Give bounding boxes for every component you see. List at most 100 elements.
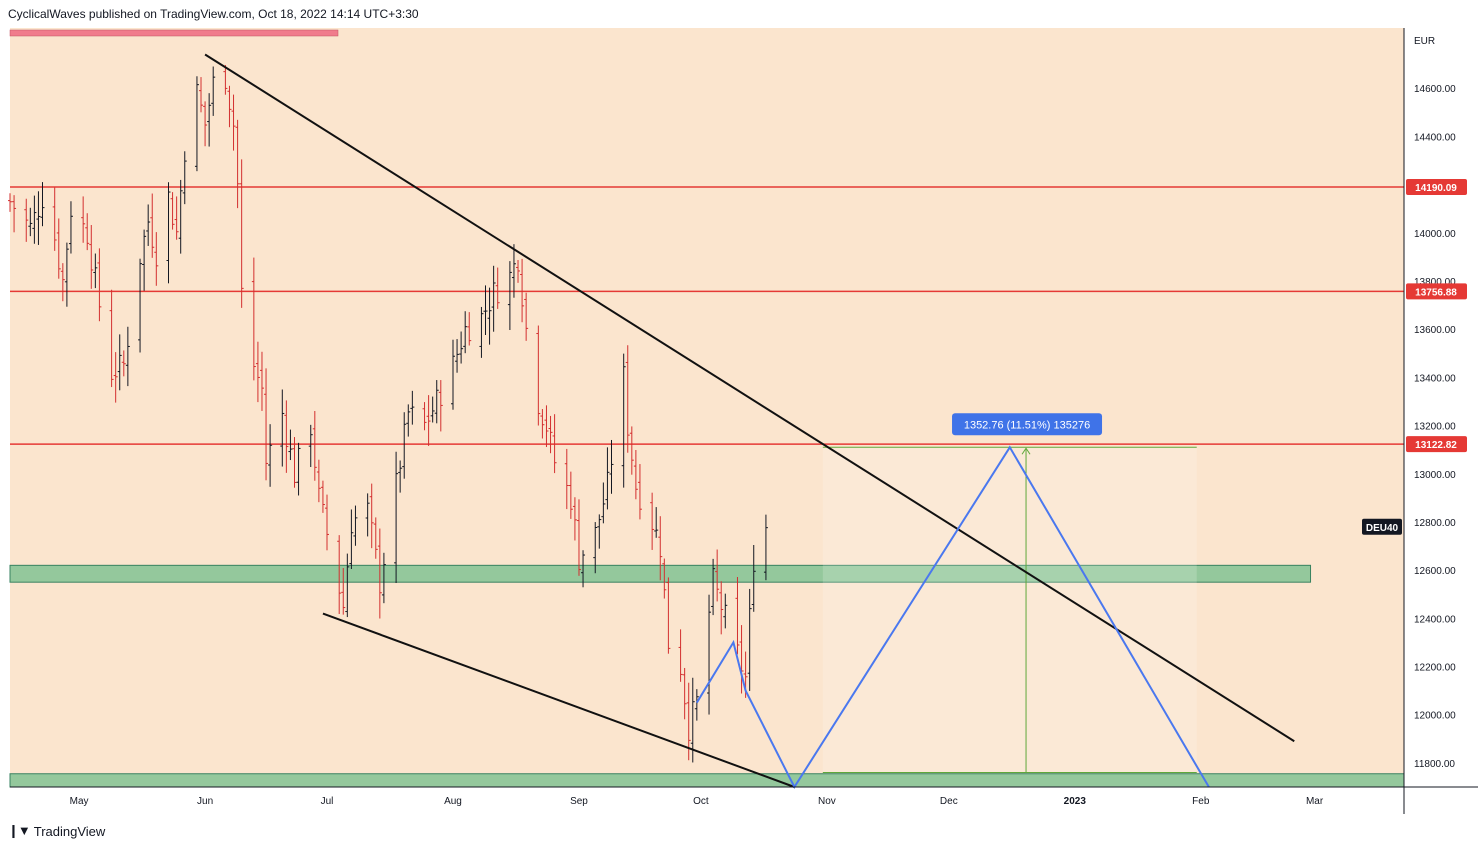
price-candle bbox=[450, 339, 455, 410]
price-candle bbox=[264, 368, 269, 481]
price-candle bbox=[56, 218, 61, 279]
price-candle bbox=[430, 396, 435, 423]
price-candle bbox=[24, 198, 29, 242]
tradingview-logo[interactable]: ❙▼ TradingView bbox=[8, 823, 105, 839]
price-candle bbox=[463, 311, 468, 354]
price-candle bbox=[629, 426, 634, 475]
price-candle bbox=[593, 522, 598, 574]
price-candle bbox=[694, 689, 699, 721]
price-candle bbox=[174, 196, 179, 240]
price-candle bbox=[194, 76, 199, 172]
price-candle bbox=[487, 287, 492, 345]
trendline[interactable] bbox=[322, 612, 795, 788]
price-candle bbox=[150, 193, 155, 258]
price-candle bbox=[353, 505, 358, 546]
support-zone[interactable] bbox=[9, 773, 1405, 788]
price-candle bbox=[735, 577, 740, 655]
x-tick-label: May bbox=[70, 796, 89, 807]
price-candle bbox=[239, 159, 244, 308]
price-candle bbox=[199, 77, 204, 113]
price-candle bbox=[402, 412, 407, 479]
price-candle bbox=[637, 464, 642, 520]
price-candle bbox=[682, 667, 687, 720]
top-indicator-bar bbox=[9, 29, 339, 37]
price-candle bbox=[138, 258, 143, 353]
price-candle bbox=[581, 550, 586, 588]
price-candle bbox=[719, 581, 724, 635]
price-line-label-text: 13756.88 bbox=[1415, 287, 1457, 298]
price-candle bbox=[121, 350, 126, 377]
price-axis[interactable] bbox=[1404, 28, 1478, 787]
x-tick-label: Feb bbox=[1192, 796, 1210, 807]
price-candle bbox=[511, 244, 516, 298]
price-candle bbox=[341, 568, 346, 615]
measure-box[interactable] bbox=[822, 447, 1197, 773]
price-candle bbox=[223, 65, 228, 95]
price-candle bbox=[568, 471, 573, 519]
price-candle bbox=[751, 544, 756, 612]
price-candle bbox=[81, 196, 86, 243]
price-candle bbox=[491, 265, 496, 332]
price-candle bbox=[524, 292, 529, 341]
price-candle bbox=[377, 528, 382, 619]
y-tick-label: 12400.00 bbox=[1414, 614, 1456, 625]
price-candle bbox=[28, 207, 33, 237]
price-candle bbox=[68, 201, 73, 254]
symbol-label bbox=[1362, 518, 1402, 535]
price-candle bbox=[170, 192, 175, 230]
price-candle bbox=[658, 516, 663, 581]
price-candle bbox=[422, 402, 427, 431]
y-tick-label: 13200.00 bbox=[1414, 422, 1456, 433]
price-candle bbox=[662, 558, 667, 599]
price-candle bbox=[601, 482, 606, 524]
price-line-label-text: 13122.82 bbox=[1415, 440, 1457, 451]
x-tick-label: Oct bbox=[693, 796, 709, 807]
trendline[interactable] bbox=[204, 53, 1295, 743]
price-candle bbox=[381, 552, 386, 604]
price-candle bbox=[455, 339, 460, 373]
measure-label-text: 1352.76 (11.51%) 135276 bbox=[964, 419, 1090, 431]
price-candle bbox=[739, 625, 744, 694]
x-tick-label: Sep bbox=[570, 796, 588, 807]
price-candle bbox=[763, 514, 768, 581]
price-candle bbox=[288, 429, 293, 461]
price-candle bbox=[597, 514, 602, 549]
price-candle bbox=[36, 191, 41, 245]
price-candle bbox=[723, 593, 728, 629]
price-candle bbox=[459, 331, 464, 364]
y-tick-label: 13000.00 bbox=[1414, 470, 1456, 481]
price-candle bbox=[467, 312, 472, 346]
y-tick-label: 12600.00 bbox=[1414, 566, 1456, 577]
price-line-label bbox=[1406, 283, 1467, 300]
price-candle bbox=[227, 85, 232, 128]
price-candle bbox=[540, 409, 545, 439]
y-tick-label: 14400.00 bbox=[1414, 132, 1456, 143]
price-candle bbox=[373, 517, 378, 559]
y-tick-label: 13800.00 bbox=[1414, 277, 1456, 288]
price-candle bbox=[235, 119, 240, 209]
brand-label: TradingView bbox=[33, 823, 106, 839]
x-tick-label: Aug bbox=[444, 796, 462, 807]
price-candle bbox=[479, 306, 484, 358]
price-candle bbox=[93, 253, 98, 289]
price-candle bbox=[365, 493, 370, 537]
price-candle bbox=[516, 259, 521, 283]
price-line-label-text: 14190.09 bbox=[1415, 183, 1457, 194]
chart-plot-area[interactable] bbox=[10, 28, 1404, 787]
projection-path[interactable] bbox=[695, 445, 1210, 790]
price-candle bbox=[251, 257, 256, 381]
price-candle bbox=[125, 326, 130, 387]
symbol-label-text: DEU40 bbox=[1366, 523, 1399, 534]
price-candle bbox=[654, 507, 659, 538]
price-candle bbox=[345, 553, 350, 618]
price-candle bbox=[154, 232, 159, 286]
price-candle bbox=[548, 415, 553, 454]
currency-label: EUR bbox=[1414, 36, 1435, 47]
price-candle bbox=[32, 195, 37, 244]
price-candle bbox=[690, 677, 695, 763]
y-tick-label: 13400.00 bbox=[1414, 373, 1456, 384]
price-candle bbox=[633, 450, 638, 500]
y-tick-label: 13600.00 bbox=[1414, 325, 1456, 336]
price-candle bbox=[97, 248, 102, 322]
